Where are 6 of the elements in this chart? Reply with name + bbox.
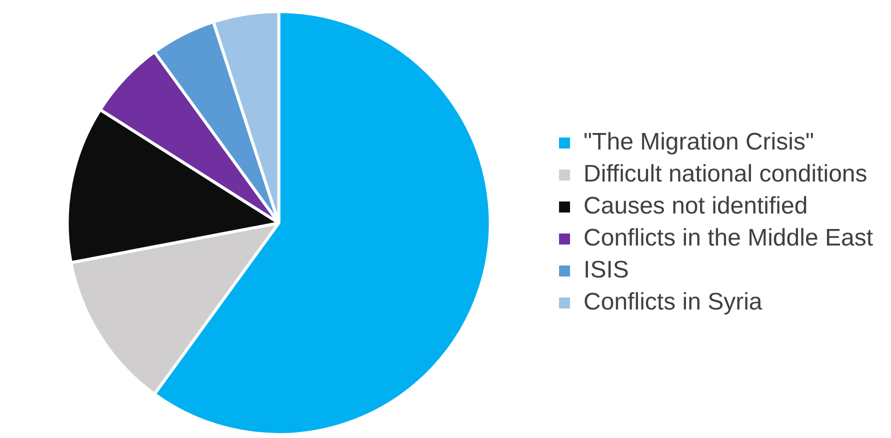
legend-label: Conflicts in the Middle East	[584, 224, 874, 252]
legend-label: Difficult national conditions	[584, 160, 868, 188]
legend-label: Causes not identified	[584, 192, 808, 220]
legend-label: ISIS	[584, 256, 629, 284]
legend-label: Conflicts in Syria	[584, 288, 763, 316]
legend-label: "The Migration Crisis"	[584, 128, 814, 156]
